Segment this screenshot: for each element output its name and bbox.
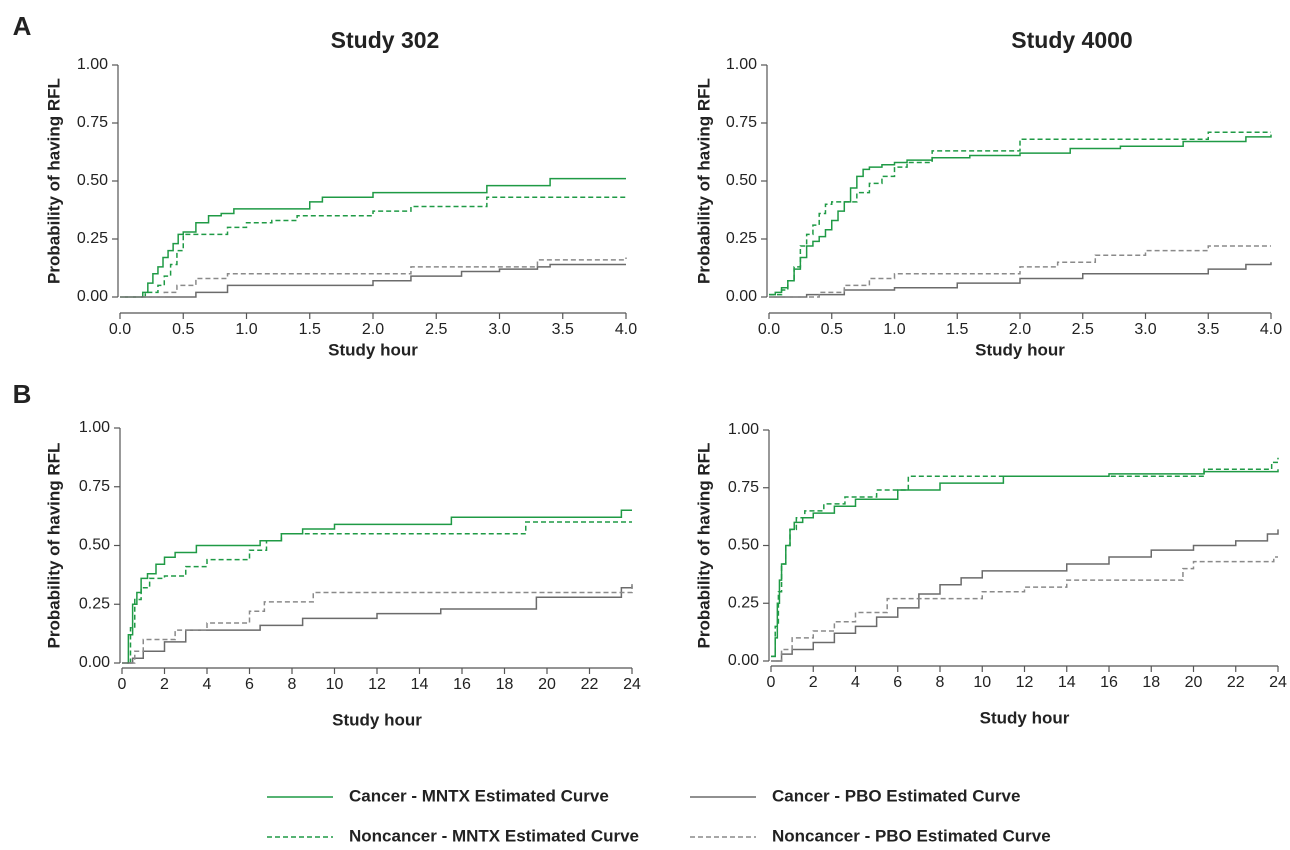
x-tick-label: 0 <box>767 674 776 691</box>
x-tick-label: 6 <box>893 674 902 691</box>
x-tick-label: 24 <box>1269 674 1287 691</box>
x-tick-label: 0.5 <box>821 321 843 338</box>
x-axis-label: Study hour <box>975 340 1065 359</box>
x-tick-label: 2 <box>160 676 169 693</box>
x-tick-label: 16 <box>453 676 471 693</box>
survival-curve <box>771 457 1279 658</box>
x-tick-label: 14 <box>1058 674 1076 691</box>
y-tick-label: 0.50 <box>77 172 108 189</box>
y-axis-label: Probability of having RFL <box>694 443 713 649</box>
x-tick-label: 8 <box>288 676 297 693</box>
x-tick-label: 4 <box>851 674 860 691</box>
survival-curve <box>122 509 632 664</box>
survival-curve <box>771 556 1278 662</box>
x-tick-label: 20 <box>538 676 556 693</box>
y-tick-label: 0.50 <box>79 537 110 554</box>
survival-curve <box>769 134 1272 296</box>
x-tick-label: 22 <box>1227 674 1245 691</box>
survival-curve <box>120 263 626 298</box>
survival-curve <box>122 521 632 664</box>
survival-curve <box>769 245 1271 298</box>
chart-title: Study 4000 <box>1011 27 1132 53</box>
legend-label: Cancer - PBO Estimated Curve <box>772 786 1020 805</box>
x-tick-label: 1.5 <box>946 321 968 338</box>
survival-curve <box>120 177 626 298</box>
x-tick-label: 18 <box>496 676 514 693</box>
y-tick-label: 0.25 <box>77 230 108 247</box>
x-tick-label: 2 <box>809 674 818 691</box>
y-tick-label: 1.00 <box>726 56 757 73</box>
x-tick-label: 0.0 <box>109 321 131 338</box>
x-tick-label: 0 <box>118 676 127 693</box>
x-tick-label: 12 <box>1016 674 1034 691</box>
x-tick-label: 20 <box>1185 674 1203 691</box>
x-tick-label: 14 <box>411 676 429 693</box>
x-tick-label: 6 <box>245 676 254 693</box>
survival-curve <box>120 196 626 298</box>
y-tick-label: 0.25 <box>728 594 759 611</box>
x-tick-label: 1.5 <box>299 321 321 338</box>
y-tick-label: 0.25 <box>79 595 110 612</box>
y-axis-label: Probability of having RFL <box>44 78 63 284</box>
y-tick-label: 0.75 <box>726 114 757 131</box>
x-axis-label: Study hour <box>328 340 418 359</box>
x-tick-label: 12 <box>368 676 386 693</box>
survival-curve <box>120 257 627 298</box>
y-axis-label: Probability of having RFL <box>694 78 713 284</box>
y-tick-label: 1.00 <box>79 419 110 436</box>
y-tick-label: 0.00 <box>77 288 108 305</box>
x-axis-label: Study hour <box>332 710 422 729</box>
x-tick-label: 22 <box>581 676 599 693</box>
x-tick-label: 0.5 <box>172 321 194 338</box>
y-tick-label: 0.75 <box>728 479 759 496</box>
survival-curve <box>771 529 1279 662</box>
x-tick-label: 10 <box>973 674 991 691</box>
x-tick-label: 1.0 <box>235 321 257 338</box>
legend-label: Cancer - MNTX Estimated Curve <box>349 786 609 805</box>
x-tick-label: 3.0 <box>1134 321 1156 338</box>
x-tick-label: 0.0 <box>758 321 780 338</box>
chart-title: Study 302 <box>331 27 440 53</box>
x-tick-label: 3.5 <box>552 321 574 338</box>
x-tick-label: 2.5 <box>425 321 447 338</box>
x-tick-label: 2.0 <box>1009 321 1031 338</box>
survival-curve <box>122 585 633 664</box>
y-tick-label: 0.25 <box>726 230 757 247</box>
x-tick-label: 16 <box>1100 674 1118 691</box>
y-tick-label: 0.75 <box>77 114 108 131</box>
y-tick-label: 0.75 <box>79 478 110 495</box>
survival-curve <box>769 131 1271 296</box>
y-tick-label: 0.00 <box>726 288 757 305</box>
x-tick-label: 24 <box>623 676 641 693</box>
legend-label: Noncancer - MNTX Estimated Curve <box>349 826 639 845</box>
y-axis-label: Probability of having RFL <box>44 443 63 649</box>
x-tick-label: 3.5 <box>1197 321 1219 338</box>
legend-label: Noncancer - PBO Estimated Curve <box>772 826 1051 845</box>
x-tick-label: 3.0 <box>488 321 510 338</box>
y-tick-label: 0.50 <box>726 172 757 189</box>
panel-label: A <box>13 11 32 41</box>
y-tick-label: 1.00 <box>77 56 108 73</box>
x-tick-label: 4 <box>203 676 212 693</box>
x-tick-label: 8 <box>936 674 945 691</box>
x-tick-label: 10 <box>326 676 344 693</box>
y-tick-label: 1.00 <box>728 421 759 438</box>
x-tick-label: 1.0 <box>883 321 905 338</box>
y-tick-label: 0.00 <box>728 652 759 669</box>
x-tick-label: 2.5 <box>1072 321 1094 338</box>
x-tick-label: 18 <box>1142 674 1160 691</box>
y-tick-label: 0.50 <box>728 537 759 554</box>
survival-curve <box>771 469 1279 658</box>
x-axis-label: Study hour <box>980 708 1070 727</box>
survival-curve <box>122 583 633 664</box>
x-tick-label: 4.0 <box>1260 321 1282 338</box>
y-tick-label: 0.00 <box>79 654 110 671</box>
survival-curve <box>769 262 1272 298</box>
x-tick-label: 4.0 <box>615 321 637 338</box>
panel-label: B <box>13 379 32 409</box>
x-tick-label: 2.0 <box>362 321 384 338</box>
